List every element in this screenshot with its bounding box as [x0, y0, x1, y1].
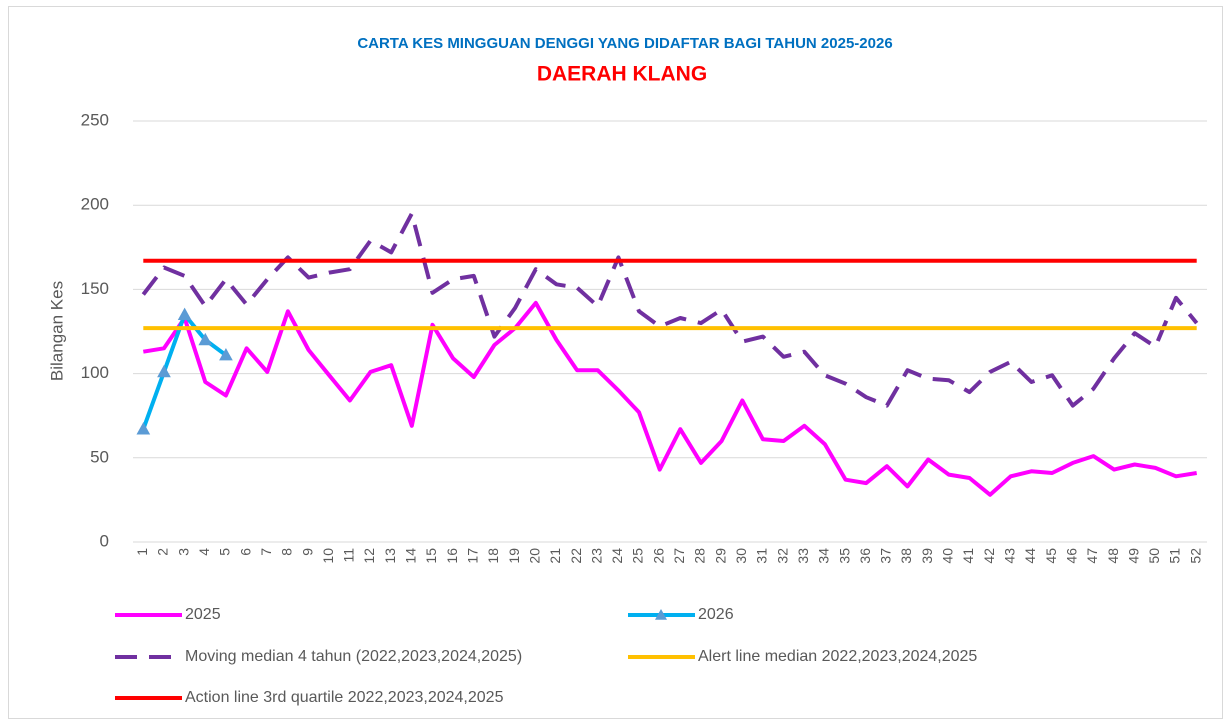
y-tick-label: 250 [81, 110, 109, 129]
x-tick-label: 12 [361, 548, 377, 564]
y-tick-label: 150 [81, 279, 109, 298]
x-tick-label: 36 [857, 548, 873, 564]
x-tick-label: 20 [526, 548, 542, 564]
legend-label: 2025 [185, 606, 221, 623]
x-tick-label: 4 [196, 548, 212, 556]
x-tick-label: 6 [237, 548, 253, 556]
x-tick-label: 10 [320, 548, 336, 564]
x-tick-label: 40 [940, 548, 956, 564]
x-tick-label: 26 [650, 548, 666, 564]
x-tick-label: 52 [1187, 548, 1203, 564]
point-marker [157, 364, 171, 378]
y-tick-label: 200 [81, 195, 109, 214]
x-tick-label: 3 [175, 548, 191, 556]
y-axis-label: Bilangan Kes [47, 281, 66, 381]
x-tick-label: 11 [341, 548, 357, 563]
x-tick-label: 7 [258, 548, 274, 556]
x-tick-label: 22 [568, 548, 584, 564]
point-marker [177, 307, 192, 320]
x-tick-label: 41 [960, 548, 976, 564]
legend-label: Action line 3rd quartile 2022,2023,2024,… [185, 689, 504, 706]
x-tick-label: 16 [444, 548, 460, 564]
x-tick-label: 23 [588, 548, 604, 564]
x-tick-label: 13 [382, 548, 398, 564]
x-tick-label: 44 [1022, 548, 1038, 564]
x-tick-label: 19 [506, 548, 522, 564]
x-tick-label: 2 [155, 548, 171, 556]
legend-label: Moving median 4 tahun (2022,2023,2024,20… [185, 648, 522, 665]
x-tick-label: 29 [712, 548, 728, 564]
x-tick-label: 31 [754, 548, 770, 564]
point-marker [198, 332, 213, 346]
x-tick-label: 32 [774, 548, 790, 564]
x-tick-label: 38 [898, 548, 914, 564]
x-tick-label: 34 [816, 548, 832, 564]
x-tick-label: 27 [671, 548, 687, 564]
x-tick-label: 51 [1167, 548, 1183, 564]
x-tick-label: 1 [134, 548, 150, 556]
chart-title: CARTA KES MINGGUAN DENGGI YANG DIDAFTAR … [357, 35, 892, 52]
x-tick-label: 46 [1063, 548, 1079, 564]
y-tick-label: 50 [90, 447, 109, 466]
x-tick-label: 15 [423, 548, 439, 564]
x-tick-label: 33 [795, 548, 811, 564]
y-tick-label: 100 [81, 363, 109, 382]
point-marker [219, 348, 233, 361]
series-line [141, 211, 1199, 408]
x-tick-label: 48 [1105, 548, 1121, 564]
chart-frame [8, 6, 1223, 719]
x-tick-label: 18 [485, 548, 501, 564]
x-tick-label: 14 [403, 548, 419, 564]
x-tick-label: 49 [1125, 548, 1141, 564]
x-tick-label: 28 [692, 548, 708, 564]
x-tick-label: 47 [1084, 548, 1100, 564]
legend-label: 2026 [698, 606, 734, 623]
x-tick-label: 9 [299, 548, 315, 556]
x-tick-label: 39 [919, 548, 935, 564]
x-tick-label: 8 [279, 548, 295, 556]
x-tick-label: 21 [547, 548, 563, 564]
x-tick-label: 17 [464, 548, 480, 564]
legend-label: Alert line median 2022,2023,2024,2025 [698, 648, 977, 665]
chart-subtitle: DAERAH KLANG [537, 63, 707, 86]
x-tick-label: 37 [878, 548, 894, 564]
x-tick-label: 5 [217, 548, 233, 556]
x-tick-label: 50 [1146, 548, 1162, 564]
x-tick-label: 43 [1001, 548, 1017, 564]
x-tick-label: 30 [733, 548, 749, 564]
series-line [142, 300, 1198, 497]
x-tick-label: 45 [1043, 548, 1059, 564]
legend-marker [655, 609, 667, 620]
point-marker [136, 422, 151, 435]
x-tick-label: 42 [981, 548, 997, 564]
x-tick-label: 35 [836, 548, 852, 564]
y-tick-label: 0 [100, 531, 109, 550]
x-tick-label: 24 [609, 548, 625, 564]
x-tick-label: 25 [630, 548, 646, 564]
